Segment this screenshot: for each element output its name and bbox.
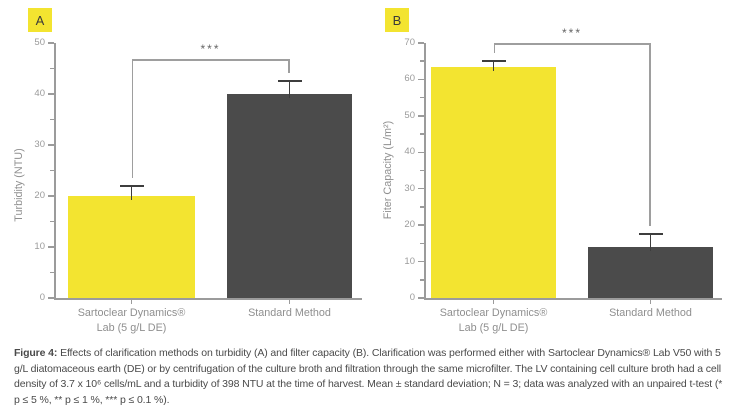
error-cap	[119, 184, 144, 187]
category-label: Standard Method	[563, 306, 739, 321]
y-minor-tick	[50, 169, 54, 172]
y-minor-tick	[50, 118, 54, 121]
bar-standard-method	[588, 247, 713, 298]
y-tick-label: 70	[404, 37, 415, 48]
error-whisker	[288, 81, 291, 98]
y-minor-tick	[420, 279, 424, 281]
bar-sartoclear	[68, 196, 195, 298]
y-minor-tick	[420, 206, 424, 208]
y-major-tick	[48, 144, 54, 146]
x-axis	[54, 298, 362, 300]
category-label-line: Lab (5 g/L DE)	[96, 322, 167, 334]
category-label-line: Sartoclear Dynamics®	[77, 307, 186, 319]
y-major-tick	[418, 297, 424, 299]
x-tick	[492, 299, 495, 304]
category-label-line: Standard Method	[248, 307, 331, 319]
significance-label: ***	[200, 42, 221, 56]
category-label: Standard Method	[202, 306, 378, 321]
y-tick-label: 0	[409, 292, 415, 303]
x-tick	[130, 299, 133, 304]
error-cap	[481, 60, 506, 63]
bar-standard-method	[227, 94, 352, 298]
y-major-tick	[48, 93, 54, 95]
y-minor-tick	[420, 133, 424, 135]
y-minor-tick	[420, 96, 424, 99]
significance-bracket-right	[288, 59, 290, 74]
x-tick	[288, 299, 291, 304]
caption-text: Effects of clarification methods on turb…	[14, 347, 723, 406]
significance-bracket-left	[131, 59, 133, 178]
y-tick-label: 40	[34, 88, 45, 99]
y-major-tick	[418, 78, 424, 81]
y-tick-label: 10	[404, 255, 415, 267]
y-tick-label: 20	[34, 190, 45, 201]
panel-label: B	[385, 8, 409, 32]
y-major-tick	[418, 151, 424, 154]
panel-label: A	[28, 8, 52, 32]
y-major-tick	[418, 115, 424, 117]
y-major-tick	[418, 260, 424, 263]
error-cap	[277, 80, 302, 83]
y-minor-tick	[420, 169, 424, 172]
y-minor-tick	[420, 60, 424, 62]
significance-bracket-top	[131, 59, 290, 61]
y-tick-label: 10	[34, 241, 45, 252]
figure-caption: Figure 4: Effects of clarification metho…	[14, 346, 730, 408]
y-tick-label: 40	[404, 146, 415, 158]
caption-figure-number: Figure 4:	[14, 347, 58, 359]
y-axis	[54, 43, 56, 299]
y-tick-label: 0	[39, 292, 45, 303]
y-tick-label: 30	[34, 139, 45, 150]
y-minor-tick	[50, 271, 54, 274]
significance-bracket-right	[649, 43, 651, 227]
bar-sartoclear	[431, 66, 556, 298]
y-major-tick	[48, 297, 54, 299]
y-major-tick	[48, 246, 54, 248]
significance-bracket-top	[493, 43, 651, 45]
y-axis	[424, 43, 426, 299]
x-tick	[649, 299, 652, 304]
x-axis	[424, 298, 722, 300]
y-major-tick	[418, 224, 424, 226]
category-label: Sartoclear Dynamics® Lab (5 g/L DE)	[44, 306, 220, 336]
error-cap	[638, 233, 663, 236]
y-major-tick	[48, 42, 54, 44]
category-label: Sartoclear Dynamics® Lab (5 g/L DE)	[406, 306, 582, 336]
y-tick-label: 50	[34, 37, 45, 48]
y-tick-label: 60	[404, 73, 415, 85]
error-whisker	[130, 185, 133, 200]
significance-bracket-left	[493, 43, 495, 54]
y-major-tick	[48, 195, 54, 197]
category-label-line: Lab (5 g/L DE)	[458, 322, 529, 334]
y-minor-tick	[420, 242, 424, 245]
y-tick-label: 20	[404, 219, 415, 231]
y-minor-tick	[50, 220, 54, 223]
y-major-tick	[418, 42, 424, 44]
category-label-line: Sartoclear Dynamics®	[439, 307, 548, 319]
category-label-line: Standard Method	[609, 307, 692, 319]
y-minor-tick	[50, 67, 54, 70]
y-tick-label: 50	[404, 109, 415, 121]
y-axis-label: Fiter Capacity (L/m²)	[382, 120, 394, 220]
significance-label: ***	[561, 26, 582, 40]
y-tick-label: 30	[404, 182, 415, 194]
error-whisker	[492, 61, 495, 71]
error-whisker	[649, 234, 652, 251]
y-major-tick	[418, 187, 424, 190]
